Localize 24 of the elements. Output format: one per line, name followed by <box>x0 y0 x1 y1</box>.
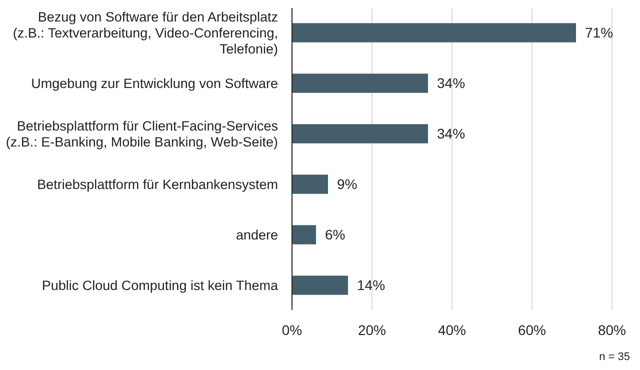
bar <box>292 124 428 144</box>
data-label: 71% <box>585 24 614 41</box>
y-tick-label: Betriebsplattform für Client-Facing-Services (z.B.: E-Banking, Mobile Banking, Web-Seite) <box>6 118 278 150</box>
y-tick-label: andere <box>236 227 278 242</box>
bar <box>292 74 428 93</box>
y-tick-label: Betriebsplattform für Kernbankensystem <box>37 176 278 192</box>
bar <box>292 174 328 194</box>
x-tick-label: 0% <box>282 322 302 338</box>
y-tick-label: Public Cloud Computing ist kein Thema <box>42 278 278 293</box>
x-tick-label: 40% <box>438 322 466 338</box>
x-tick-label: 60% <box>518 322 546 338</box>
data-label: 34% <box>437 126 466 142</box>
data-label: 9% <box>337 176 358 192</box>
data-label: 14% <box>357 277 386 294</box>
y-tick-label: Bezug von Software für den Arbeitsplatz (z.B.: Textverarbeitung, Video-Conferencing, Telefonie) <box>12 9 278 56</box>
y-tick-label: Umgebung zur Entwicklung von Software <box>31 76 278 91</box>
bar <box>292 23 576 42</box>
x-tick-label: 20% <box>358 322 386 338</box>
data-label: 34% <box>437 75 466 92</box>
text: n = 35 <box>599 351 630 363</box>
x-tick-label: 80% <box>598 322 626 338</box>
bar <box>292 225 316 244</box>
data-label: 6% <box>325 226 346 243</box>
bar <box>292 276 348 295</box>
